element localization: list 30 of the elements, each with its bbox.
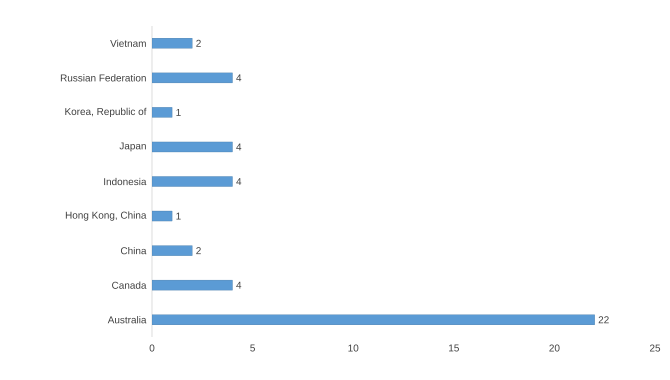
x-tick-label: 10	[348, 344, 358, 352]
x-tick-label: 20	[549, 344, 560, 352]
x-tick-label: 0	[150, 344, 154, 352]
y-tick-label: Indonesia	[104, 178, 146, 186]
data-label: 2	[196, 40, 201, 47]
bar	[152, 280, 233, 290]
x-tick-label: 5	[250, 344, 255, 352]
bar	[152, 107, 172, 118]
y-tick-label: Korea, Republic of	[65, 108, 146, 118]
y-tick-label: Canada	[112, 282, 146, 289]
x-tick-label: 15	[449, 344, 459, 352]
bar	[152, 38, 192, 48]
data-label: 4	[236, 178, 242, 185]
data-label: 1	[176, 108, 181, 116]
data-label: 4	[236, 144, 242, 150]
x-tick-label: 25	[650, 344, 660, 352]
data-label: 2	[196, 247, 201, 254]
data-label: 4	[236, 282, 242, 289]
data-label: 22	[598, 316, 609, 324]
y-tick-label: China	[120, 246, 146, 254]
data-label: 1	[176, 212, 181, 220]
y-tick-label: Vietnam	[110, 40, 146, 47]
y-tick-label: Hong Kong, China	[66, 211, 146, 221]
data-label: 4	[236, 74, 242, 82]
bar	[152, 314, 595, 325]
y-tick-label: Russian Federation	[60, 74, 146, 82]
y-tick-label: Australia	[108, 316, 146, 324]
bar	[152, 72, 233, 84]
bar	[152, 245, 192, 256]
y-tick-label: Japan	[119, 142, 146, 152]
